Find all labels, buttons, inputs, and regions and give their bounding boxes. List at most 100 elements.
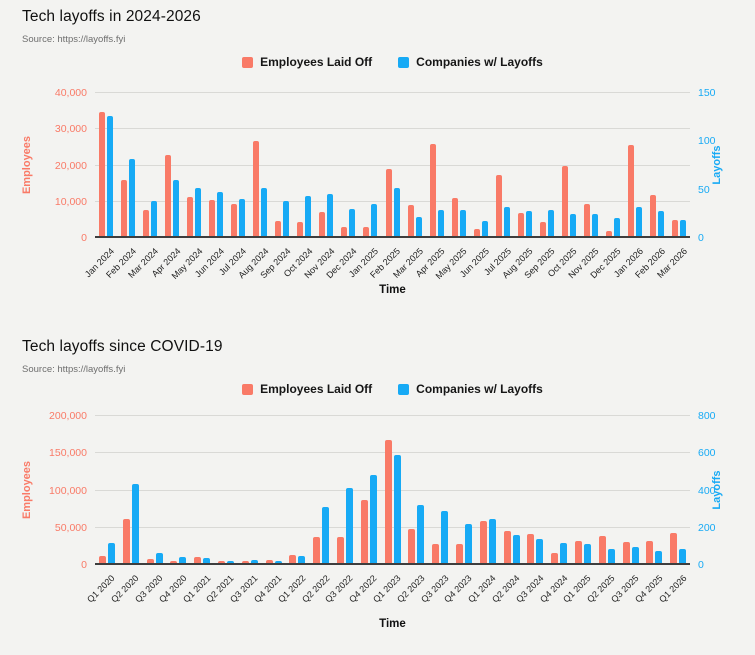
- bar-employees-laid-off[interactable]: [561, 166, 568, 236]
- bar-employees-laid-off[interactable]: [671, 220, 678, 236]
- bar-companies-w-layoffs[interactable]: [107, 116, 114, 236]
- bar-companies-w-layoffs[interactable]: [107, 542, 115, 563]
- bar-companies-w-layoffs[interactable]: [536, 538, 544, 563]
- bar-companies-w-layoffs[interactable]: [345, 487, 353, 563]
- bar-employees-laid-off[interactable]: [649, 195, 656, 236]
- bar-employees-laid-off[interactable]: [360, 500, 368, 563]
- bar-companies-w-layoffs[interactable]: [635, 207, 642, 236]
- bar-companies-w-layoffs[interactable]: [679, 219, 686, 236]
- bar-employees-laid-off[interactable]: [98, 555, 106, 563]
- bar-employees-laid-off[interactable]: [99, 111, 106, 236]
- bar-companies-w-layoffs[interactable]: [631, 547, 639, 563]
- bar-companies-w-layoffs[interactable]: [560, 542, 568, 563]
- bar-employees-laid-off[interactable]: [253, 141, 260, 236]
- bar-employees-laid-off[interactable]: [646, 540, 654, 563]
- bar-employees-laid-off[interactable]: [313, 537, 321, 563]
- bar-employees-laid-off[interactable]: [265, 560, 273, 563]
- bar-employees-laid-off[interactable]: [231, 203, 238, 236]
- bar-companies-w-layoffs[interactable]: [441, 511, 449, 563]
- bar-companies-w-layoffs[interactable]: [525, 210, 532, 236]
- bar-employees-laid-off[interactable]: [670, 532, 678, 563]
- bar-employees-laid-off[interactable]: [122, 519, 130, 563]
- bar-companies-w-layoffs[interactable]: [591, 213, 598, 236]
- bar-employees-laid-off[interactable]: [451, 197, 458, 236]
- bar-companies-w-layoffs[interactable]: [481, 220, 488, 236]
- bar-employees-laid-off[interactable]: [479, 520, 487, 563]
- bar-companies-w-layoffs[interactable]: [369, 474, 377, 563]
- bar-companies-w-layoffs[interactable]: [613, 217, 620, 236]
- bar-companies-w-layoffs[interactable]: [261, 187, 268, 236]
- bar-employees-laid-off[interactable]: [143, 209, 150, 236]
- bar-employees-laid-off[interactable]: [455, 544, 463, 563]
- bar-employees-laid-off[interactable]: [539, 221, 546, 236]
- bar-companies-w-layoffs[interactable]: [349, 208, 356, 236]
- bar-employees-laid-off[interactable]: [495, 175, 502, 236]
- bar-companies-w-layoffs[interactable]: [239, 199, 246, 236]
- bar-companies-w-layoffs[interactable]: [415, 216, 422, 236]
- bar-companies-w-layoffs[interactable]: [283, 201, 290, 236]
- legend-item-companies[interactable]: Companies w/ Layoffs: [398, 55, 543, 69]
- bar-employees-laid-off[interactable]: [473, 229, 480, 236]
- bar-employees-laid-off[interactable]: [622, 542, 630, 563]
- bar-companies-w-layoffs[interactable]: [179, 557, 187, 563]
- bar-companies-w-layoffs[interactable]: [512, 534, 520, 563]
- bar-companies-w-layoffs[interactable]: [226, 561, 234, 563]
- bar-companies-w-layoffs[interactable]: [503, 207, 510, 236]
- bar-companies-w-layoffs[interactable]: [464, 523, 472, 563]
- bar-employees-laid-off[interactable]: [574, 540, 582, 563]
- bar-employees-laid-off[interactable]: [407, 204, 414, 236]
- bar-employees-laid-off[interactable]: [341, 226, 348, 236]
- bar-employees-laid-off[interactable]: [605, 230, 612, 236]
- bar-employees-laid-off[interactable]: [517, 212, 524, 236]
- legend-item-employees[interactable]: Employees Laid Off: [242, 55, 372, 69]
- bar-companies-w-layoffs[interactable]: [203, 557, 211, 563]
- bar-companies-w-layoffs[interactable]: [393, 455, 401, 563]
- bar-companies-w-layoffs[interactable]: [173, 179, 180, 236]
- bar-employees-laid-off[interactable]: [146, 559, 154, 563]
- bar-employees-laid-off[interactable]: [627, 145, 634, 236]
- legend-item-companies[interactable]: Companies w/ Layoffs: [398, 382, 543, 396]
- bar-companies-w-layoffs[interactable]: [679, 549, 687, 563]
- bar-employees-laid-off[interactable]: [384, 439, 392, 563]
- bar-companies-w-layoffs[interactable]: [437, 209, 444, 236]
- bar-employees-laid-off[interactable]: [598, 535, 606, 563]
- bar-companies-w-layoffs[interactable]: [322, 507, 330, 563]
- bar-employees-laid-off[interactable]: [209, 200, 216, 236]
- bar-companies-w-layoffs[interactable]: [655, 550, 663, 563]
- bar-companies-w-layoffs[interactable]: [607, 549, 615, 563]
- bar-employees-laid-off[interactable]: [429, 143, 436, 236]
- bar-companies-w-layoffs[interactable]: [129, 158, 136, 236]
- bar-employees-laid-off[interactable]: [165, 154, 172, 236]
- bar-employees-laid-off[interactable]: [527, 533, 535, 563]
- bar-employees-laid-off[interactable]: [121, 179, 128, 236]
- bar-employees-laid-off[interactable]: [583, 203, 590, 236]
- bar-companies-w-layoffs[interactable]: [657, 210, 664, 236]
- bar-companies-w-layoffs[interactable]: [371, 204, 378, 236]
- bar-companies-w-layoffs[interactable]: [488, 519, 496, 563]
- bar-companies-w-layoffs[interactable]: [151, 201, 158, 236]
- bar-companies-w-layoffs[interactable]: [393, 187, 400, 236]
- bar-companies-w-layoffs[interactable]: [250, 560, 258, 563]
- bar-employees-laid-off[interactable]: [297, 222, 304, 236]
- bar-employees-laid-off[interactable]: [217, 560, 225, 563]
- bar-companies-w-layoffs[interactable]: [569, 213, 576, 236]
- bar-employees-laid-off[interactable]: [551, 553, 559, 563]
- bar-companies-w-layoffs[interactable]: [131, 483, 139, 563]
- bar-employees-laid-off[interactable]: [408, 528, 416, 563]
- bar-companies-w-layoffs[interactable]: [327, 194, 334, 236]
- bar-companies-w-layoffs[interactable]: [298, 556, 306, 563]
- bar-companies-w-layoffs[interactable]: [155, 552, 163, 563]
- bar-companies-w-layoffs[interactable]: [459, 209, 466, 236]
- bar-employees-laid-off[interactable]: [170, 561, 178, 563]
- bar-employees-laid-off[interactable]: [275, 221, 282, 236]
- bar-employees-laid-off[interactable]: [363, 227, 370, 236]
- bar-companies-w-layoffs[interactable]: [195, 187, 202, 236]
- bar-employees-laid-off[interactable]: [432, 544, 440, 563]
- bar-employees-laid-off[interactable]: [289, 555, 297, 563]
- bar-companies-w-layoffs[interactable]: [217, 191, 224, 236]
- bar-companies-w-layoffs[interactable]: [547, 209, 554, 236]
- bar-employees-laid-off[interactable]: [385, 168, 392, 236]
- bar-employees-laid-off[interactable]: [194, 557, 202, 563]
- bar-companies-w-layoffs[interactable]: [417, 505, 425, 563]
- bar-employees-laid-off[interactable]: [319, 211, 326, 236]
